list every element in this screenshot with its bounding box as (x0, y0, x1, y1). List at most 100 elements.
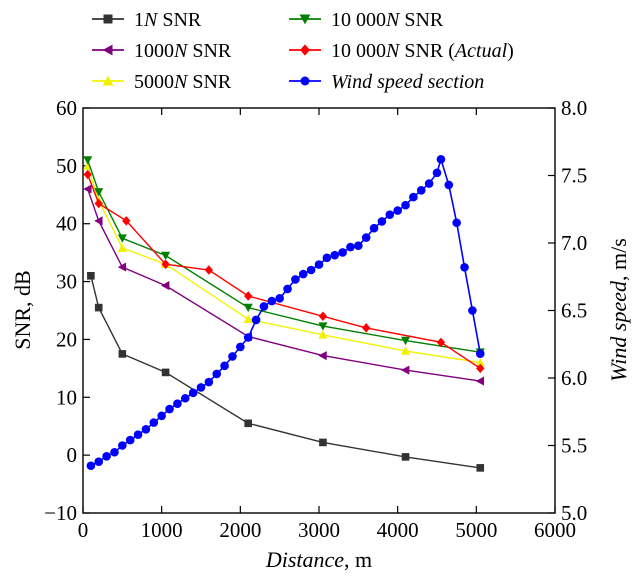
y-left-tick-label: 40 (56, 212, 77, 236)
x-tick-label: 4000 (377, 518, 419, 542)
series-wind-speed-section (86, 155, 485, 471)
series-line (90, 275, 481, 469)
data-point (319, 438, 327, 447)
data-point (122, 216, 131, 226)
legend-marker (300, 44, 310, 56)
data-point (475, 349, 485, 359)
data-point (362, 323, 371, 333)
data-point (161, 281, 170, 291)
data-point (180, 393, 190, 403)
data-point (244, 291, 253, 301)
data-point (436, 155, 446, 164)
data-point (220, 361, 229, 371)
x-tick-label: 0 (78, 518, 89, 542)
data-point (141, 425, 151, 434)
series-line (87, 165, 481, 364)
data-point (346, 242, 355, 252)
data-point (204, 265, 214, 275)
legend-label: 10 000N SNR (331, 9, 444, 31)
legend-item-10000n-snr-actual: 10 000N SNR (Actual) (289, 40, 514, 62)
data-point (330, 250, 340, 260)
data-point (291, 275, 300, 284)
y-right-tick-label: 7.5 (561, 164, 587, 188)
data-point (298, 269, 308, 279)
y-left-tick-label: 60 (56, 96, 77, 120)
data-point (133, 430, 143, 440)
legend-marker (103, 14, 113, 24)
data-point (318, 322, 328, 331)
data-point (243, 333, 253, 342)
data-point (314, 260, 324, 269)
data-point (361, 233, 371, 242)
data-point (118, 441, 127, 450)
legend-item-1000n-snr: 1000N SNR (92, 40, 232, 62)
data-point (318, 311, 328, 322)
data-point (204, 377, 214, 387)
data-point (267, 296, 277, 306)
data-point (173, 399, 182, 408)
data-point (125, 435, 135, 445)
data-point (94, 198, 103, 209)
data-point (318, 351, 327, 361)
y-left-tick-label: −10 (44, 501, 77, 525)
data-point (87, 271, 95, 280)
data-point (452, 218, 461, 228)
series-1000n-snr (83, 184, 485, 386)
y-right-tick-label: 5.5 (561, 434, 587, 458)
data-point (468, 306, 477, 315)
data-point (161, 259, 170, 269)
data-point (94, 303, 103, 312)
data-point (400, 346, 411, 355)
y-right-tick-label: 7.0 (561, 231, 587, 255)
data-point (338, 248, 347, 257)
data-point (243, 303, 253, 313)
legend-item-wind-speed-section: Wind speed section (289, 71, 484, 93)
data-point (117, 243, 127, 252)
data-point (400, 336, 411, 346)
y-right-tick-label: 5.0 (561, 501, 587, 525)
data-point (400, 365, 410, 375)
x-tick-label: 5000 (455, 518, 497, 542)
data-point (228, 352, 237, 361)
y-left-tick-label: 50 (56, 154, 77, 178)
data-point (161, 251, 171, 261)
data-point (188, 388, 198, 398)
data-point (393, 206, 402, 215)
legend-label: 1N SNR (134, 9, 202, 31)
plot-frame (82, 107, 556, 514)
series-line (87, 159, 481, 353)
data-point (244, 419, 252, 428)
data-point (475, 376, 485, 386)
y-left-tick-label: 10 (56, 385, 77, 409)
y-left-tick-label: 20 (56, 327, 77, 351)
data-point (444, 180, 454, 190)
series-line (87, 174, 481, 369)
data-point (416, 186, 426, 195)
data-point (318, 330, 328, 339)
legend-label: 10 000N SNR (Actual) (331, 40, 514, 62)
series-1n-snr (87, 271, 485, 472)
data-point (354, 241, 363, 250)
series-line (90, 156, 482, 467)
data-point (83, 169, 92, 180)
data-point (322, 253, 332, 263)
data-point (283, 284, 292, 294)
legend-item-10000n-snr: 10 000N SNR (289, 9, 444, 31)
data-point (436, 337, 446, 348)
x-axis-title: Distance, m (265, 547, 372, 572)
data-point (86, 461, 96, 471)
y-left-tick-label: 30 (56, 270, 77, 294)
legend-marker (102, 44, 113, 56)
y-axis-title-left: SNR, dB (10, 270, 35, 349)
data-point (110, 447, 119, 457)
data-point (117, 262, 127, 272)
data-point (424, 179, 434, 188)
data-point (94, 188, 104, 197)
data-point (369, 223, 379, 233)
data-point (102, 452, 111, 461)
legend-marker (300, 76, 310, 86)
data-point (118, 350, 127, 358)
data-point (401, 200, 410, 210)
legend-label: 5000N SNR (134, 71, 232, 93)
